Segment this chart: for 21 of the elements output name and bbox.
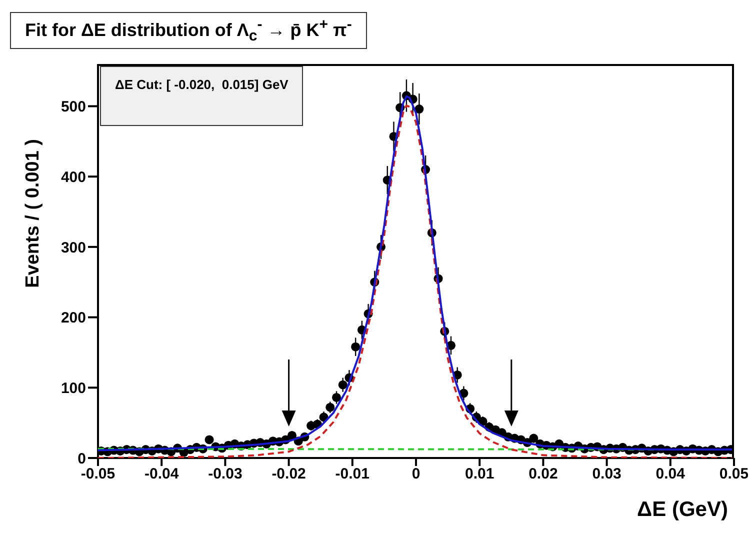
label-box: ΔE Cut: [ -0.020, 0.015] GeV (100, 66, 304, 126)
x-tick-label: 0.04 (656, 466, 686, 483)
x-tick-label: 0 (412, 466, 420, 483)
x-tick-label: 0.01 (465, 466, 494, 483)
x-axis-title: ΔE (GeV) (637, 498, 728, 521)
y-tick-label: 500 (60, 98, 86, 116)
chart-title: Fit for ΔE distribution of Λ$_{c}$$^{-}$ → p̄ K$^{+}$ π$^{-}$ (10, 12, 367, 49)
y-tick-label: 400 (60, 168, 86, 186)
x-tick-label: -0.01 (335, 466, 370, 483)
x-tick-label: -0.03 (208, 466, 242, 483)
y-tick-label: 100 (60, 380, 86, 397)
x-tick-label: -0.05 (80, 466, 116, 483)
y-axis-title: Events / ( 0.001 ) (22, 139, 44, 288)
x-tick-label: -0.04 (144, 466, 180, 483)
x-tick-label: 0.02 (528, 466, 558, 483)
x-tick-label: 0.03 (592, 466, 622, 483)
y-tick-label: 0 (78, 450, 86, 468)
y-tick-label: 200 (60, 310, 86, 327)
x-tick-label: 0.05 (719, 466, 749, 483)
y-tick-label: 300 (60, 239, 86, 256)
x-tick-label: -0.02 (272, 466, 306, 483)
